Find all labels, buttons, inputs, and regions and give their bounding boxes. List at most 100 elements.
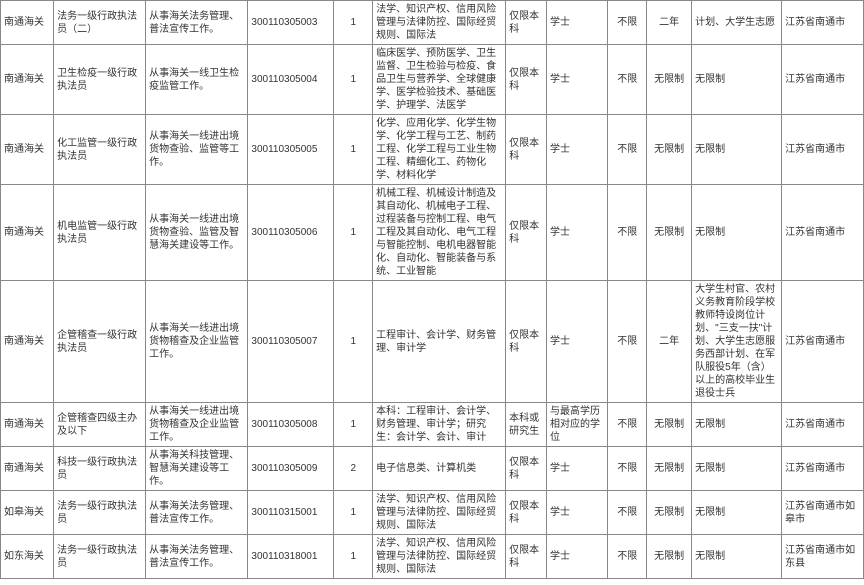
cell-position: 企管稽查四级主办及以下 [54,403,146,447]
cell-degree: 学士 [546,491,607,535]
cell-note: 无限制 [692,447,782,491]
cell-code: 300110305007 [248,281,334,403]
cell-location: 江苏省南通市 [782,45,864,115]
cell-degree: 与最高学历相对应的学位 [546,403,607,447]
cell-count: 1 [334,403,373,447]
cell-count: 1 [334,281,373,403]
cell-code: 300110305006 [248,185,334,281]
cell-note: 无限制 [692,185,782,281]
table-row: 南通海关科技一级行政执法员从事海关科技管理、智慧海关建设等工作。30011030… [1,447,864,491]
cell-major: 工程审计、会计学、财务管理、审计学 [373,281,506,403]
cell-code: 300110318001 [248,535,334,579]
table-row: 南通海关卫生检疫一级行政执法员从事海关一线卫生检疫监管工作。3001103050… [1,45,864,115]
cell-edu: 仅限本科 [506,281,547,403]
cell-polit: 不限 [608,403,647,447]
table-row: 南通海关企管稽查一级行政执法员从事海关一线进出境货物稽查及企业监管工作。3001… [1,281,864,403]
table-row: 南通海关机电监管一级行政执法员从事海关一线进出境货物查验、监管及智慧海关建设等工… [1,185,864,281]
cell-duty: 从事海关一线进出境货物稽查及企业监管工作。 [146,281,248,403]
cell-years: 二年 [647,281,692,403]
cell-location: 江苏省南通市如皋市 [782,491,864,535]
cell-duty: 从事海关一线进出境货物查验、监管等工作。 [146,115,248,185]
cell-years: 无限制 [647,185,692,281]
cell-count: 1 [334,185,373,281]
cell-major: 法学、知识产权、信用风险管理与法律防控、国际经贸规则、国际法 [373,535,506,579]
table-row: 南通海关法务一级行政执法员（二）从事海关法务管理、普法宣传工作。30011030… [1,1,864,45]
table-row: 如东海关法务一级行政执法员从事海关法务管理、普法宣传工作。30011031800… [1,535,864,579]
cell-org: 南通海关 [1,45,54,115]
cell-major: 机械工程、机械设计制造及其自动化、机械电子工程、过程装备与控制工程、电气工程及其… [373,185,506,281]
cell-location: 江苏省南通市 [782,447,864,491]
cell-years: 无限制 [647,491,692,535]
cell-major: 电子信息类、计算机类 [373,447,506,491]
cell-position: 法务一级行政执法员 [54,491,146,535]
cell-code: 300110305008 [248,403,334,447]
cell-location: 江苏省南通市 [782,115,864,185]
cell-duty: 从事海关法务管理、普法宣传工作。 [146,491,248,535]
cell-org: 南通海关 [1,281,54,403]
cell-count: 1 [334,491,373,535]
cell-edu: 仅限本科 [506,45,547,115]
cell-polit: 不限 [608,115,647,185]
cell-duty: 从事海关法务管理、普法宣传工作。 [146,535,248,579]
cell-location: 江苏省南通市如东县 [782,535,864,579]
cell-polit: 不限 [608,1,647,45]
cell-polit: 不限 [608,491,647,535]
cell-position: 科技一级行政执法员 [54,447,146,491]
cell-count: 1 [334,535,373,579]
cell-location: 江苏省南通市 [782,403,864,447]
cell-org: 如皋海关 [1,491,54,535]
cell-years: 无限制 [647,447,692,491]
table-row: 如皋海关法务一级行政执法员从事海关法务管理、普法宣传工作。30011031500… [1,491,864,535]
cell-polit: 不限 [608,185,647,281]
cell-note: 无限制 [692,45,782,115]
cell-count: 1 [334,45,373,115]
cell-duty: 从事海关一线进出境货物稽查及企业监管工作。 [146,403,248,447]
cell-major: 临床医学、预防医学、卫生监督、卫生检验与检疫、食品卫生与营养学、全球健康学、医学… [373,45,506,115]
cell-duty: 从事海关一线进出境货物查验、监管及智慧海关建设等工作。 [146,185,248,281]
cell-edu: 仅限本科 [506,1,547,45]
cell-major: 法学、知识产权、信用风险管理与法律防控、国际经贸规则、国际法 [373,1,506,45]
cell-code: 300110305009 [248,447,334,491]
cell-degree: 学士 [546,281,607,403]
cell-degree: 学士 [546,185,607,281]
cell-note: 无限制 [692,535,782,579]
cell-note: 无限制 [692,491,782,535]
cell-location: 江苏省南通市 [782,1,864,45]
cell-degree: 学士 [546,115,607,185]
cell-years: 二年 [647,1,692,45]
cell-edu: 仅限本科 [506,447,547,491]
cell-degree: 学士 [546,447,607,491]
cell-years: 无限制 [647,535,692,579]
cell-major: 本科：工程审计、会计学、财务管理、审计学；研究生：会计学、会计、审计 [373,403,506,447]
cell-org: 南通海关 [1,447,54,491]
cell-code: 300110305004 [248,45,334,115]
cell-org: 南通海关 [1,115,54,185]
cell-polit: 不限 [608,447,647,491]
cell-position: 企管稽查一级行政执法员 [54,281,146,403]
cell-org: 南通海关 [1,1,54,45]
cell-code: 300110305003 [248,1,334,45]
cell-count: 1 [334,115,373,185]
cell-polit: 不限 [608,535,647,579]
cell-degree: 学士 [546,45,607,115]
table-row: 南通海关企管稽查四级主办及以下从事海关一线进出境货物稽查及企业监管工作。3001… [1,403,864,447]
cell-location: 江苏省南通市 [782,281,864,403]
cell-degree: 学士 [546,1,607,45]
table-row: 南通海关化工监管一级行政执法员从事海关一线进出境货物查验、监管等工作。30011… [1,115,864,185]
cell-years: 无限制 [647,403,692,447]
cell-duty: 从事海关法务管理、普法宣传工作。 [146,1,248,45]
cell-years: 无限制 [647,45,692,115]
cell-org: 如东海关 [1,535,54,579]
cell-edu: 仅限本科 [506,491,547,535]
cell-major: 化学、应用化学、化学生物学、化学工程与工艺、制药工程、化学工程与工业生物工程、精… [373,115,506,185]
cell-count: 1 [334,1,373,45]
cell-degree: 学士 [546,535,607,579]
cell-polit: 不限 [608,45,647,115]
cell-position: 法务一级行政执法员 [54,535,146,579]
cell-note: 无限制 [692,115,782,185]
cell-edu: 仅限本科 [506,185,547,281]
cell-position: 机电监管一级行政执法员 [54,185,146,281]
cell-note: 计划、大学生志愿 [692,1,782,45]
cell-edu: 仅限本科 [506,535,547,579]
cell-position: 化工监管一级行政执法员 [54,115,146,185]
